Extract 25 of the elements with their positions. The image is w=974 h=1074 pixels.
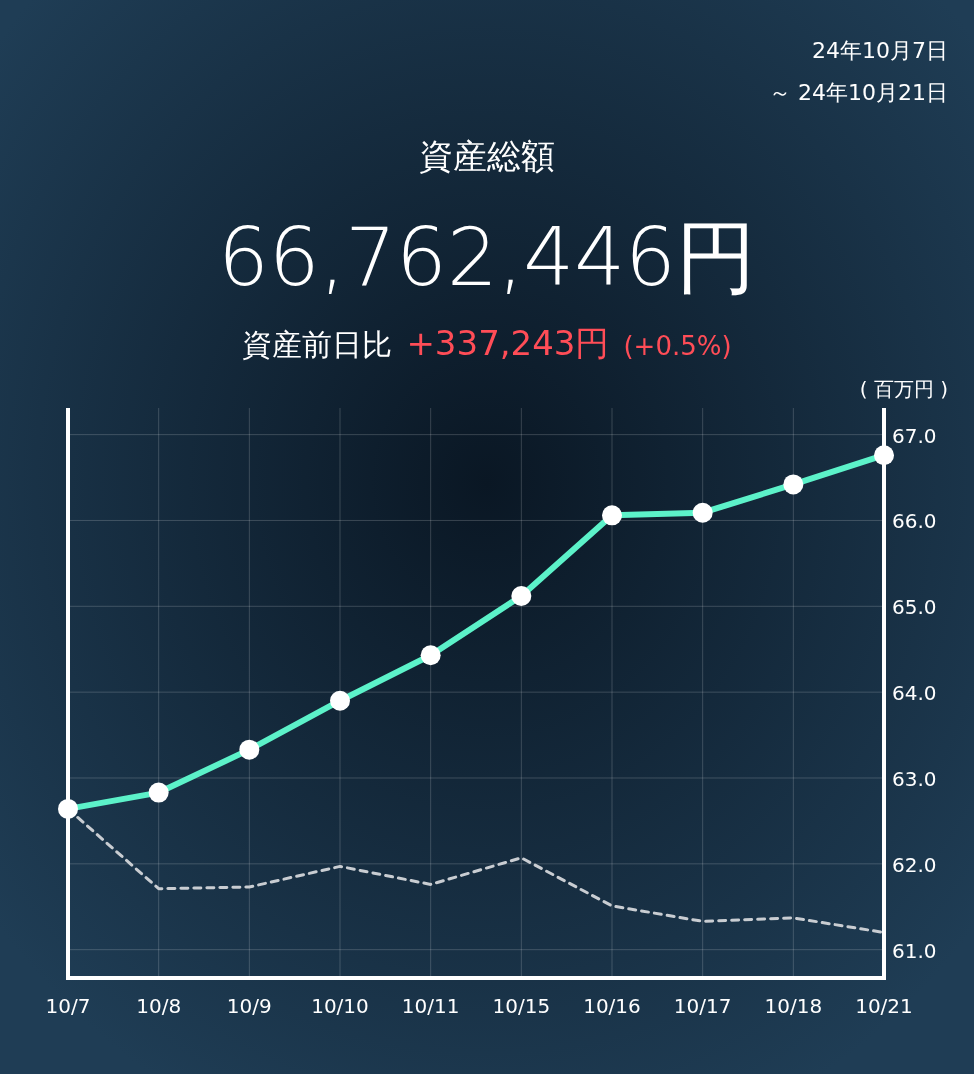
text: 24年10月7日 bbox=[812, 38, 948, 63]
chart-title: 資産総額 bbox=[419, 136, 555, 176]
x-tick-label: 10/17 bbox=[673, 994, 732, 1018]
y-tick-label: 65.0 bbox=[892, 595, 937, 620]
x-tick-label: 10/21 bbox=[855, 994, 913, 1018]
y-tick-label: 66.0 bbox=[892, 509, 937, 534]
x-tick-label: 10/15 bbox=[492, 994, 551, 1018]
x-tick-label: 10/11 bbox=[401, 994, 460, 1018]
x-tick-label: 10/7 bbox=[45, 994, 91, 1018]
text: +337,243円 bbox=[406, 323, 610, 363]
x-tick-label: 10/8 bbox=[136, 994, 182, 1018]
x-tick-label: 10/16 bbox=[583, 994, 641, 1018]
y-tick-label: 63.0 bbox=[892, 766, 937, 791]
text: ～ 24年10月21日 bbox=[769, 80, 948, 105]
chart-subtitle: 66,762,446円 bbox=[217, 211, 757, 304]
y-axis-title: ( 百万円 ) bbox=[859, 377, 948, 401]
y-tick-label: 67.0 bbox=[892, 423, 937, 448]
x-tick-label: 10/10 bbox=[311, 994, 369, 1018]
y-tick-label: 62.0 bbox=[892, 852, 937, 877]
y-tick-label: 64.0 bbox=[892, 681, 937, 706]
x-tick-label: 10/18 bbox=[764, 994, 823, 1018]
text: (+0.5%) bbox=[623, 331, 732, 361]
y-tick-label: 61.0 bbox=[892, 938, 937, 963]
text: 資産前日比 bbox=[242, 327, 393, 362]
x-tick-label: 10/9 bbox=[226, 994, 272, 1018]
